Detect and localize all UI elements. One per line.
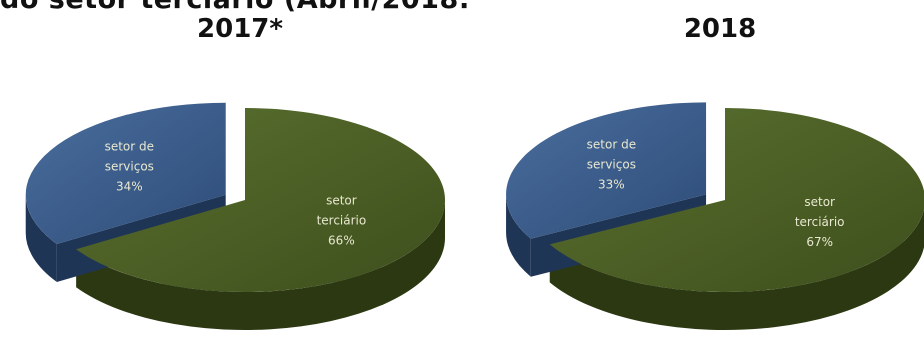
slice-side-terciario-2017 (76, 200, 446, 330)
data-label-servicos-2018: setor de serviços 33% (587, 138, 636, 192)
slice-servicos-2018 (506, 102, 707, 239)
data-label-terciario-2018: setor terciário 67% (795, 195, 845, 249)
chart-title-2018: 2018 (683, 14, 757, 44)
data-label-terciario-2017: setor terciário 66% (317, 193, 367, 247)
pie-chart-2017: setor de serviços 34% setor terciário 66% (25, 102, 446, 330)
slice-side-servicos-2017 (25, 194, 57, 282)
data-label-servicos-2017: setor de serviços 34% (105, 139, 154, 193)
slice-terciario-2017 (76, 108, 446, 293)
slice-terciario-2018 (549, 108, 924, 292)
slice-servicos-2017 (25, 102, 226, 244)
slice-side-servicos-2018 (506, 194, 531, 277)
pie-chart-2018: setor de serviços 33% setor terciário 67% (506, 102, 924, 330)
chart-title-2017: 2017* (197, 14, 283, 44)
chart-title-top: do setor terciário (Abril/2018: (0, 0, 470, 13)
slice-side-terciario-2018 (549, 208, 924, 330)
